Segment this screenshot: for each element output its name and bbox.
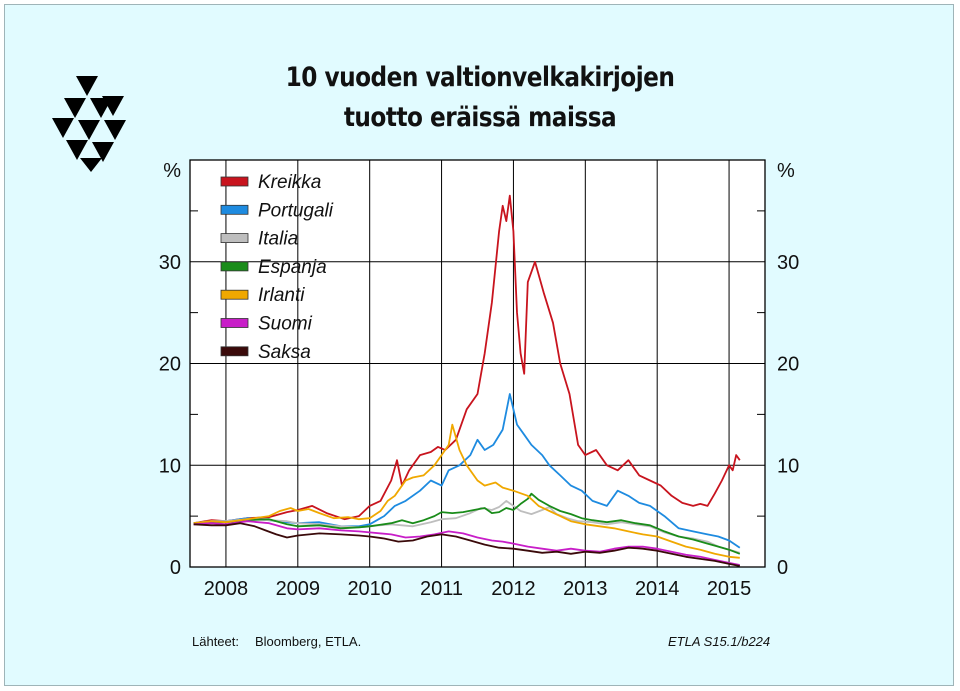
series-line-kreikka [193,194,741,525]
chart-title-line2: tuotto eräissä maissa [343,102,617,133]
y-tick-label-left: 0 [170,557,181,579]
y-unit-left: % [163,160,181,182]
legend-swatch [220,346,249,357]
legend-swatch [220,233,249,244]
legend-label: Suomi [258,314,313,335]
y-tick-label-left: 20 [159,354,181,376]
etla-logo [52,76,126,172]
legend-swatch [220,289,249,300]
y-unit-right: % [777,160,795,182]
x-tick-label: 2012 [491,578,536,600]
legend-label: Saksa [258,342,311,363]
series-line-portugali [193,393,741,549]
legend-label: Italia [258,229,298,250]
legend-label: Kreikka [258,172,321,193]
series-line-saksa [193,522,740,567]
y-tick-label-left: 30 [159,252,181,274]
legend-swatch [220,204,249,215]
x-tick-label: 2015 [707,578,752,600]
x-tick-label: 2009 [276,578,321,600]
series-line-espanja [193,492,741,555]
legend-label: Irlanti [258,285,305,306]
legend-swatch [220,261,249,272]
series-line-suomi [193,520,740,566]
x-tick-label: 2010 [347,578,392,600]
chart-title-line1: 10 vuoden valtionvelkakirjojen [285,62,675,93]
plot-frame [189,159,766,568]
series-line-irlanti [193,423,740,559]
y-tick-label-right: 10 [777,455,799,477]
legend-label: Portugali [258,200,334,221]
source-text: Bloomberg, ETLA. [255,634,362,649]
x-tick-label: 2013 [563,578,608,600]
y-tick-label-left: 10 [159,455,181,477]
chart-code: ETLA S15.1/b224 [668,634,771,649]
x-tick-label: 2008 [204,578,249,600]
y-tick-label-right: 20 [777,354,799,376]
legend-swatch [220,318,249,328]
x-tick-label: 2014 [635,578,680,600]
legend-label: Espanja [258,257,327,278]
series-line-italia [193,500,741,554]
y-tick-label-right: 30 [777,252,799,274]
source-label: Lähteet: [192,634,239,649]
legend-swatch [220,176,249,187]
x-tick-label: 2011 [420,578,463,600]
y-tick-label-right: 0 [777,557,788,579]
